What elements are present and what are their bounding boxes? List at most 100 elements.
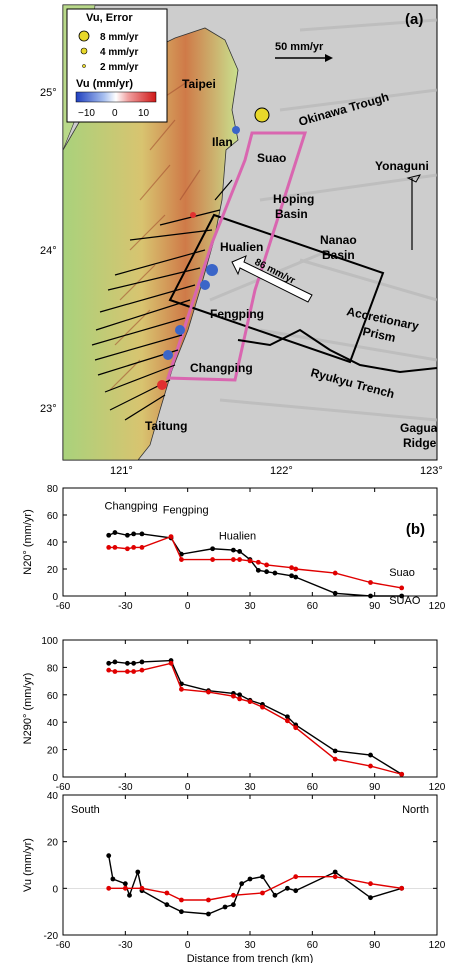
data-point	[293, 874, 299, 880]
data-point	[332, 756, 338, 762]
x-axis-label: Distance from trench (km)	[187, 953, 314, 963]
place-nanao-basin-1: Nanao	[320, 233, 357, 247]
data-point	[368, 895, 373, 901]
data-point	[210, 557, 216, 562]
place-hualien: Hualien	[220, 240, 263, 254]
data-point	[168, 660, 174, 666]
place-taipei: Taipei	[182, 77, 216, 91]
y-tick-label: 20	[47, 838, 59, 849]
legend-item-2: 2 mm/yr	[100, 62, 138, 73]
chart-panel-3: -20 0 20 40 -60 -30 0 30 60 90 120 Vu (mm/yr) Distan…	[22, 791, 446, 963]
x-tick-label: -30	[118, 782, 133, 793]
place-yonaguni: Yonaguni	[375, 159, 429, 173]
data-point	[112, 659, 118, 665]
data-point	[260, 874, 265, 880]
data-point	[247, 558, 253, 564]
plot-frame	[62, 487, 438, 597]
data-point	[122, 885, 128, 891]
data-point	[293, 574, 299, 580]
data-point	[272, 570, 278, 576]
x-tick-label: 30	[244, 601, 256, 612]
colorbar-tick-high: 10	[138, 108, 150, 119]
legend-symbol-8	[78, 30, 90, 42]
data-point	[106, 667, 112, 673]
annotation-south: South	[71, 804, 100, 816]
data-point	[125, 532, 130, 538]
y-tick-label: 80	[47, 484, 59, 495]
y-tick-label: 60	[47, 691, 59, 702]
data-point	[179, 909, 184, 915]
data-point	[230, 902, 236, 908]
legend-symbol-4	[80, 47, 88, 55]
data-point	[139, 531, 145, 537]
data-point	[230, 693, 236, 699]
data-point	[131, 669, 137, 674]
data-point	[399, 771, 405, 777]
annotation-label: Hualien	[219, 530, 256, 542]
data-point	[139, 885, 145, 891]
uplift-circles	[157, 107, 270, 390]
data-point	[293, 566, 299, 572]
place-hoping-basin-2: Basin	[275, 207, 308, 221]
data-point	[399, 885, 405, 891]
data-point	[106, 885, 112, 891]
x-tick-label: 30	[244, 940, 256, 951]
data-point	[125, 660, 130, 666]
x-tick-label: 0	[185, 601, 191, 612]
data-point	[131, 531, 137, 537]
data-point	[332, 570, 338, 576]
data-point	[293, 888, 299, 894]
data-point	[332, 869, 338, 875]
lon-tick-121: 121°	[110, 465, 133, 477]
data-point	[179, 557, 184, 562]
x-tick-label: 30	[244, 782, 256, 793]
profile-charts: 0 20 40 60 80 -60 -30 0 30 60 90 120 N20° (mm/yr) (b)…	[22, 484, 446, 963]
place-ilan: Ilan	[212, 135, 233, 149]
scale-arrowhead	[325, 54, 333, 62]
lon-tick-122: 122°	[270, 465, 293, 477]
y-tick-label: 0	[52, 592, 58, 603]
data-point	[206, 897, 211, 903]
data-point	[332, 874, 338, 880]
data-point	[289, 565, 294, 571]
data-point	[179, 897, 184, 903]
x-tick-label: -30	[118, 940, 133, 951]
y-tick-label: 0	[52, 773, 58, 784]
data-point	[125, 669, 130, 674]
data-point	[112, 545, 118, 550]
series-line-model	[108, 875, 402, 901]
data-point	[264, 569, 270, 575]
data-point	[237, 692, 243, 698]
place-hoping-basin-1: Hoping	[273, 192, 314, 206]
x-tick-label: -30	[118, 601, 133, 612]
data-point	[285, 718, 290, 724]
plot-frame	[62, 639, 438, 778]
place-fengping: Fengping	[210, 307, 264, 321]
data-point	[247, 876, 253, 882]
data-point	[112, 669, 118, 674]
data-point	[368, 881, 373, 887]
lat-tick-24: 24°	[40, 245, 57, 257]
data-point	[139, 659, 145, 665]
y-tick-label: 40	[47, 538, 59, 549]
plot-frame	[62, 794, 438, 936]
x-tick-label: 60	[307, 782, 319, 793]
data-point	[122, 881, 128, 887]
data-point	[247, 699, 253, 705]
data-point	[289, 573, 294, 579]
data-point	[106, 660, 112, 666]
legend-symbol-2	[82, 64, 86, 68]
place-nanao-basin-2: Basin	[322, 248, 355, 262]
colorbar-tick-mid: 0	[112, 108, 118, 119]
plate-vector-arrow	[231, 255, 313, 303]
x-tick-label: 90	[369, 782, 381, 793]
data-point	[206, 689, 211, 695]
map-panel: Vu, Error 8 mm/yr 4 mm/yr 2 mm/yr Vu (mm…	[40, 4, 443, 477]
annotation-label: SUAO	[389, 595, 421, 607]
colorbar-tick-low: −10	[78, 108, 95, 119]
place-taitung: Taitung	[145, 419, 187, 433]
data-point	[164, 890, 170, 896]
y-tick-label: 20	[47, 565, 59, 576]
y-tick-label: 100	[41, 636, 58, 647]
x-tick-label: 120	[429, 782, 446, 793]
